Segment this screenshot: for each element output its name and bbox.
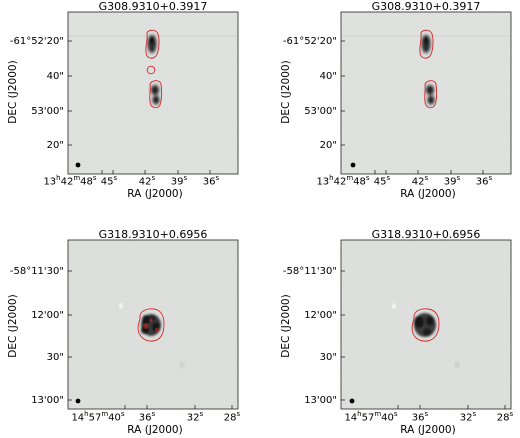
xtick-value: 36 [411,412,425,424]
xtick-unit: s [386,174,391,182]
xtick-value: 28 [496,412,510,424]
panel-3-ytick-1: -58°11'30" [9,266,64,277]
panel-3-ytick-3: 30" [46,352,64,363]
xtick-unit: m [374,410,382,418]
xtick-value: 42 [60,176,74,188]
panel-1-xtick-4: 39s [168,174,190,187]
xtick-value: 14 [344,412,358,424]
xtick-value: 36 [475,176,489,188]
panel-4-xtick-2: 36s [409,410,431,423]
xtick-value: 39 [443,176,457,188]
panel-4-ytick-2: 12'00" [304,310,337,321]
panel-1-xlabel: RA (J2000) [127,188,183,200]
panel-4-xtick-1: 14h57m40s [339,410,403,423]
xtick-value: 40 [381,412,394,424]
xtick-value: 32 [459,412,473,424]
panel-1-ytick-1: -61°52'20" [9,36,64,47]
xtick-unit: s [488,174,493,182]
xtick-unit: h [357,410,362,418]
xtick-value: 13 [316,176,330,188]
panel-3-title: G318.9310+0.6956 [98,228,208,241]
panel-2-xlabel: RA (J2000) [400,188,456,200]
panel-2-xtick-4: 39s [441,174,463,187]
panel-2-xtick-1: 13h42m48s [311,174,375,187]
xtick-unit: s [393,410,398,418]
xtick-value: 42 [138,176,152,188]
xtick-value: 36 [138,412,152,424]
panel-2-title: G308.9310+0.3917 [371,0,481,13]
xtick-unit: s [424,410,429,418]
panel-1-ytick-4: 20" [46,140,64,151]
panel-4-xtick-4: 28s [494,410,516,423]
xtick-value: 48 [353,176,366,188]
xtick-unit: s [509,410,514,418]
panel-4-image [340,239,512,410]
xtick-value: 57 [361,412,375,424]
xtick-unit: s [456,174,461,182]
panel-3-xlabel: RA (J2000) [127,424,183,436]
xtick-value: 42 [411,176,425,188]
panel-2-ytick-2: 40" [319,71,337,82]
panel-3-ytick-4: 13'00" [31,395,64,406]
panel-1-xtick-1: 13h42m48s [38,174,102,187]
xtick-value: 57 [88,412,102,424]
xtick-unit: s [151,174,156,182]
xtick-value: 14 [71,412,85,424]
xtick-value: 36 [202,176,216,188]
panel-2-xtick-3: 42s [409,174,431,187]
panel-1-xtick-2: 45s [98,174,120,187]
xtick-value: 39 [170,176,184,188]
panel-2-xtick-2: 45s [371,174,393,187]
xtick-unit: s [92,174,97,182]
panel-1-image [67,11,239,175]
xtick-unit: h [56,174,61,182]
xtick-unit: m [101,410,109,418]
panel-4-ytick-4: 13'00" [304,395,337,406]
xtick-value: 48 [80,176,93,188]
xtick-unit: s [183,174,188,182]
panel-3-xtick-3: 32s [184,410,206,423]
xtick-unit: s [113,174,118,182]
panel-3-xtick-1: 14h57m40s [66,410,130,423]
xtick-unit: s [236,410,241,418]
panel-2-ytick-3: 53'00" [304,106,337,117]
panel-3-image [67,239,239,410]
panel-4-ytick-1: -58°11'30" [282,266,337,277]
panel-2-image [340,11,512,175]
panel-2-ytick-4: 20" [319,140,337,151]
panel-1-xtick-5: 36s [200,174,222,187]
panel-3-xtick-2: 36s [136,410,158,423]
panel-1-ytick-3: 53'00" [31,106,64,117]
panel-3-xtick-4: 28s [221,410,243,423]
xtick-value: 40 [108,412,121,424]
panel-3-ytick-2: 12'00" [31,310,64,321]
xtick-value: 28 [223,412,237,424]
xtick-value: 42 [333,176,347,188]
xtick-unit: m [73,174,81,182]
panel-1-xtick-3: 42s [136,174,158,187]
xtick-unit: s [424,174,429,182]
panel-2-ytick-1: -61°52'20" [282,36,337,47]
xtick-unit: h [329,174,334,182]
xtick-unit: s [365,174,370,182]
xtick-unit: s [199,410,204,418]
xtick-value: 45 [100,176,114,188]
xtick-unit: m [346,174,354,182]
panel-4-ytick-3: 30" [319,352,337,363]
panel-1-title: G308.9310+0.3917 [98,0,208,13]
xtick-unit: s [151,410,156,418]
panel-1-ytick-2: 40" [46,71,64,82]
xtick-value: 13 [43,176,57,188]
panel-4-xlabel: RA (J2000) [400,424,456,436]
xtick-value: 32 [186,412,200,424]
xtick-unit: s [215,174,220,182]
xtick-unit: s [120,410,125,418]
xtick-unit: h [84,410,89,418]
panel-4-title: G318.9310+0.6956 [371,228,481,241]
panel-2-xtick-5: 36s [473,174,495,187]
xtick-value: 45 [373,176,387,188]
xtick-unit: s [472,410,477,418]
panel-4-xtick-3: 32s [457,410,479,423]
